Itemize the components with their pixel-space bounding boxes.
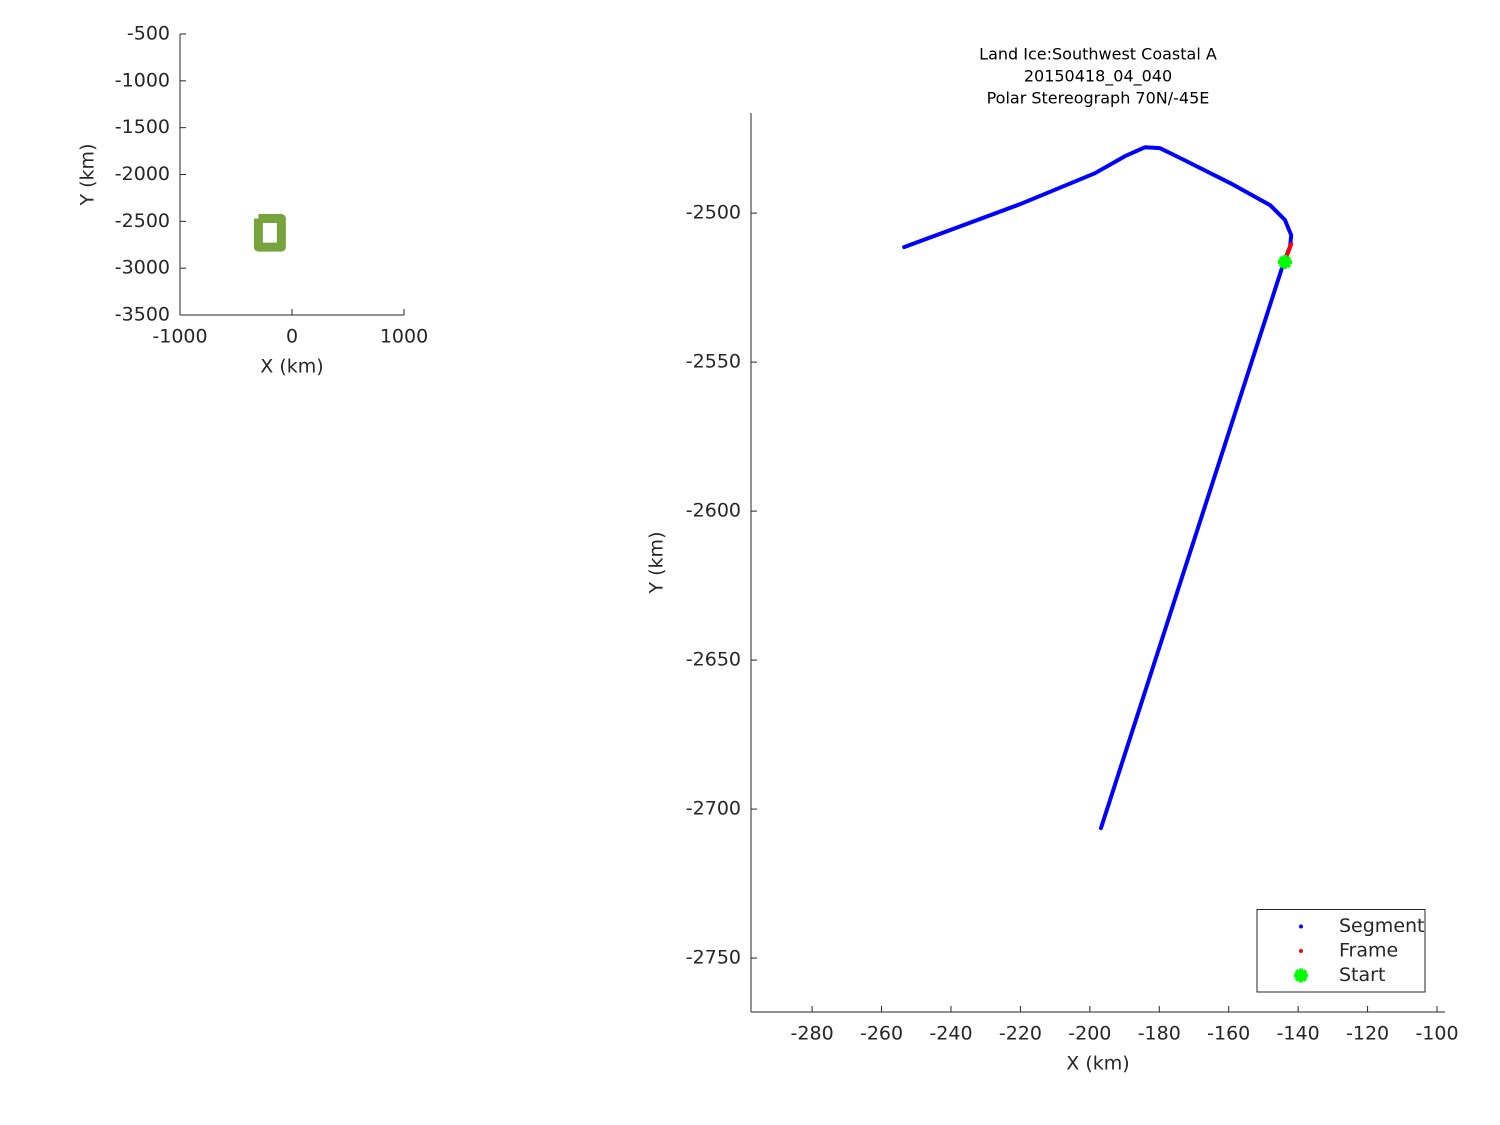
legend-marker <box>1294 968 1308 983</box>
y-tick-label: -2500 <box>115 210 170 232</box>
y-tick-label: -2550 <box>686 351 741 373</box>
region-outline <box>253 214 286 252</box>
y-tick-label: -2750 <box>686 947 741 969</box>
y-axis-label: Y (km) <box>77 144 99 207</box>
legend-box <box>1256 909 1426 993</box>
legend-marker <box>1299 924 1303 929</box>
legend-label: Start <box>1339 964 1385 986</box>
y-tick-label: -2000 <box>115 163 170 185</box>
track-line <box>902 145 1294 831</box>
y-tick-label: -3000 <box>115 257 170 279</box>
marker-stroke <box>1294 969 1308 982</box>
x-tick-label: -160 <box>1207 1023 1250 1045</box>
x-tick-label: 1000 <box>380 326 428 348</box>
y-tick-label: -1500 <box>115 116 170 138</box>
legend-marker <box>1299 949 1303 953</box>
x-tick-label: -100 <box>1415 1023 1458 1045</box>
x-tick-label: -140 <box>1277 1023 1320 1045</box>
chart-title: Land Ice:Southwest Coastal A <box>979 45 1217 64</box>
x-axis-label: X (km) <box>260 356 323 378</box>
x-tick-label: -220 <box>999 1023 1042 1045</box>
y-tick-label: -2500 <box>686 202 741 224</box>
chart-title: Polar Stereograph 70N/-45E <box>987 89 1210 108</box>
y-axis-label: Y (km) <box>646 532 668 595</box>
y-tick-label: -3500 <box>115 304 170 326</box>
y-tick-label: -2700 <box>686 798 741 820</box>
y-tick-label: -2650 <box>686 649 741 671</box>
x-tick-label: -280 <box>791 1023 834 1045</box>
x-tick-label: -200 <box>1068 1023 1111 1045</box>
x-axis-label: X (km) <box>1066 1053 1129 1075</box>
x-tick-label: -180 <box>1138 1023 1181 1045</box>
x-tick-label: 0 <box>286 326 298 348</box>
x-tick-label: -260 <box>860 1023 903 1045</box>
legend-label: Frame <box>1339 940 1398 962</box>
x-tick-label: -120 <box>1346 1023 1389 1045</box>
x-tick-label: -240 <box>929 1023 972 1045</box>
x-tick-label: -1000 <box>152 326 207 348</box>
start-marker <box>1277 254 1292 269</box>
marker-stroke <box>1278 255 1292 269</box>
y-tick-label: -2600 <box>686 500 741 522</box>
y-tick-label: -500 <box>127 23 170 45</box>
legend-label: Segment <box>1339 915 1425 937</box>
chart-title: 20150418_04_040 <box>1024 67 1172 87</box>
y-tick-label: -1000 <box>115 69 170 91</box>
